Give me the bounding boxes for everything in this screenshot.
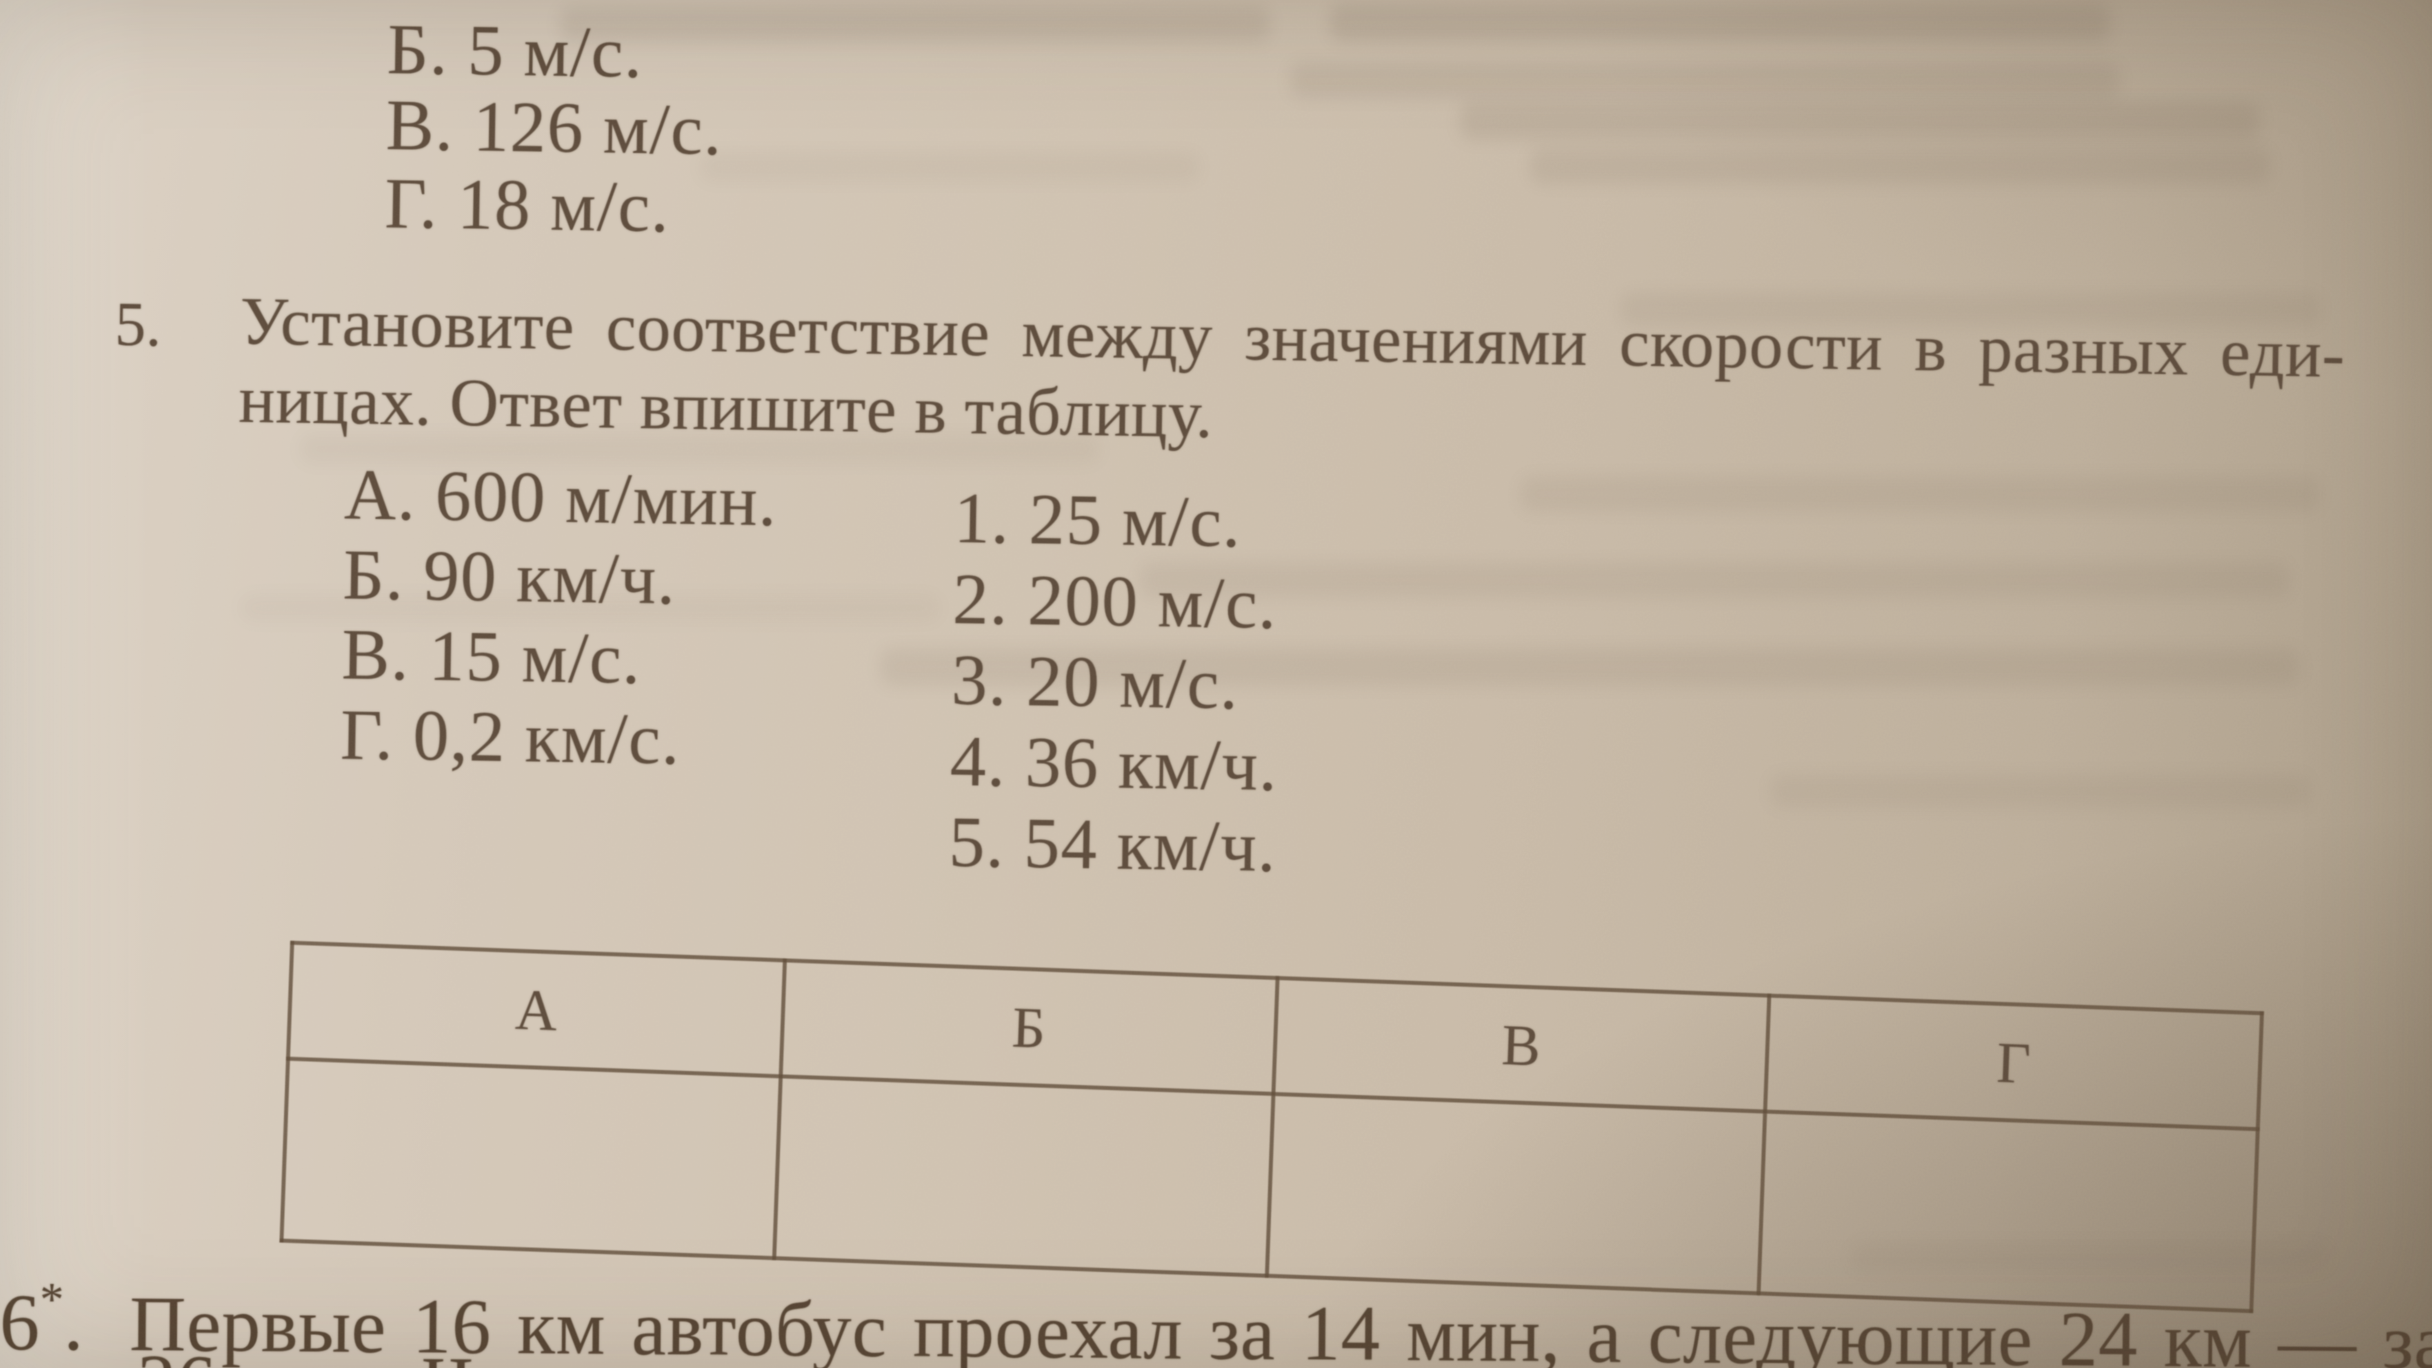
- problem6-number: 6*.: [0, 1273, 84, 1368]
- problem6-star: *: [39, 1273, 64, 1327]
